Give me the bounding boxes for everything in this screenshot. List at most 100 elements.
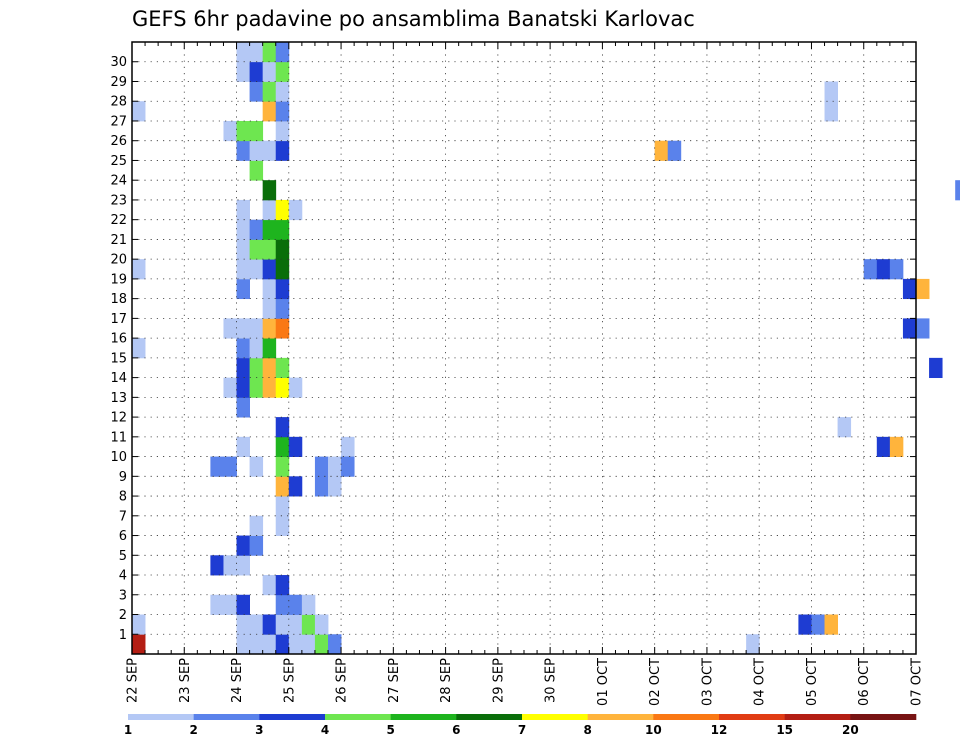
cell-32: [275, 496, 290, 517]
colorbar-swatch-1: [128, 714, 194, 720]
cell-126: [876, 259, 891, 280]
cell-77: [262, 239, 277, 260]
cell-21: [288, 594, 303, 615]
cell-95: [249, 120, 264, 142]
cell-108: [249, 42, 264, 63]
cell-60: [223, 318, 237, 339]
colorbar-label-12: 12: [711, 723, 728, 737]
colorbar-swatch-5: [390, 714, 457, 720]
y-axis: 1234567891011121314151617181920212223242…: [110, 55, 916, 643]
cell-30: [249, 515, 264, 536]
cell-13: [275, 614, 290, 635]
y-tick-label-25: 25: [110, 154, 127, 169]
cell-112: [328, 456, 342, 477]
y-tick-label-14: 14: [110, 371, 127, 386]
cell-41: [236, 436, 250, 457]
x-tick-label-5: 27 SEP: [387, 658, 402, 703]
cell-19: [236, 594, 250, 615]
cell-16: [314, 614, 329, 635]
y-tick-label-11: 11: [110, 430, 127, 445]
cell-6: [301, 634, 316, 655]
cell-76: [249, 239, 264, 260]
cell-24: [275, 575, 290, 596]
cell-119: [837, 417, 852, 438]
cell-15: [301, 614, 316, 635]
colorbar-swatch-11: [784, 714, 851, 720]
cell-5: [288, 634, 303, 655]
y-tick-label-29: 29: [110, 75, 127, 90]
cell-7: [314, 634, 329, 655]
cell-55: [275, 357, 290, 379]
cell-23: [262, 575, 277, 596]
cell-45: [236, 397, 250, 418]
cell-71: [236, 259, 250, 280]
y-tick-label-8: 8: [119, 490, 127, 505]
cell-49: [262, 377, 277, 398]
cell-128: [902, 278, 917, 300]
cell-111: [314, 456, 329, 477]
cell-127: [889, 259, 904, 280]
cell-96: [275, 120, 290, 142]
cell-8: [328, 634, 342, 655]
cell-18: [223, 594, 237, 615]
x-tick-label-15: 07 OCT: [910, 658, 925, 706]
cell-132: [955, 180, 960, 201]
cell-27: [236, 555, 250, 576]
x-axis: 22 SEP 23 SEP 24 SEP 25 SEP 26 SEP 27 SEP 28 S…: [126, 42, 925, 706]
cell-115: [746, 634, 760, 655]
cell-129: [916, 278, 930, 300]
cell-97: [132, 101, 146, 122]
cell-81: [262, 219, 277, 240]
cell-10: [236, 614, 250, 635]
cell-116: [798, 614, 812, 635]
cell-66: [275, 298, 290, 319]
cell-28: [236, 535, 250, 556]
colorbar-swatch-9: [653, 714, 720, 720]
cell-63: [262, 318, 277, 339]
cell-1: [236, 634, 250, 655]
cell-2: [249, 634, 264, 655]
cell-20: [275, 594, 290, 615]
cell-39: [249, 456, 264, 477]
y-tick-label-9: 9: [119, 470, 127, 485]
cell-48: [249, 377, 264, 398]
y-tick-label-4: 4: [119, 569, 127, 584]
cell-25: [210, 555, 224, 576]
cell-62: [249, 318, 264, 339]
colorbar-label-10: 10: [645, 723, 662, 737]
y-tick-label-3: 3: [119, 588, 127, 603]
y-tick-label-21: 21: [110, 233, 127, 248]
x-tick-label-4: 26 SEP: [335, 658, 350, 703]
cell-56: [132, 338, 146, 359]
cell-121: [654, 140, 669, 161]
cell-70: [132, 259, 146, 280]
cell-57: [236, 338, 250, 359]
cell-9: [132, 614, 146, 635]
cell-102: [275, 81, 290, 102]
cell-53: [249, 357, 264, 379]
cell-107: [236, 42, 250, 63]
cell-50: [275, 377, 290, 398]
cell-98: [262, 101, 277, 122]
cell-125: [863, 259, 878, 280]
cell-114: [341, 456, 355, 477]
cell-51: [288, 377, 303, 398]
cell-90: [249, 140, 264, 161]
cell-104: [249, 61, 264, 82]
y-tick-label-6: 6: [119, 529, 127, 544]
cell-47: [236, 377, 250, 398]
cell-46: [223, 377, 237, 398]
x-tick-label-2: 24 SEP: [230, 658, 245, 703]
colorbar-swatch-2: [193, 714, 260, 720]
cell-42: [275, 436, 290, 457]
colorbar-swatch-8: [587, 714, 654, 720]
cell-100: [249, 81, 264, 102]
cell-3: [262, 634, 277, 655]
cell-11: [249, 614, 264, 635]
cell-65: [262, 298, 277, 319]
colorbar-label-6: 6: [452, 723, 460, 737]
x-tick-label-3: 25 SEP: [282, 658, 297, 703]
colorbar: 1 2 3 4 5 6 7 8 10 12 15 20: [124, 714, 917, 737]
cell-88: [249, 160, 264, 181]
cell-124: [916, 318, 930, 339]
